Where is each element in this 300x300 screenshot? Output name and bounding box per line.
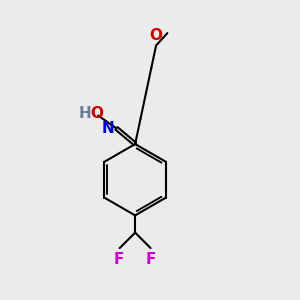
Text: N: N xyxy=(101,121,114,136)
Text: O: O xyxy=(91,106,103,121)
Text: H: H xyxy=(79,106,92,121)
Text: O: O xyxy=(150,28,163,44)
Text: F: F xyxy=(114,252,124,267)
Text: F: F xyxy=(146,252,156,267)
